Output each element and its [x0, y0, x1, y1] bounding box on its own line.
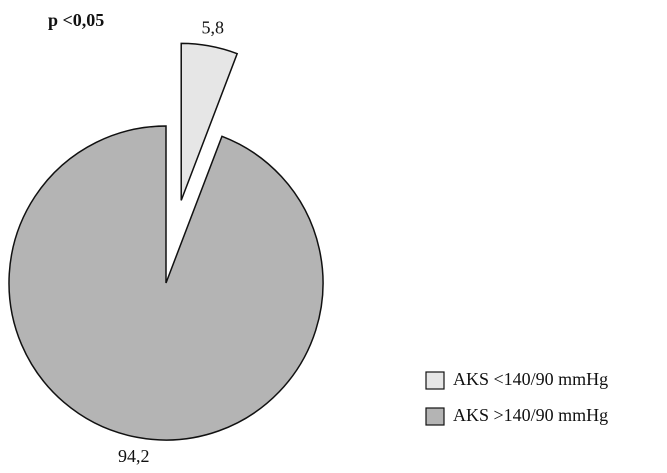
value-label: 5,8: [202, 17, 225, 37]
legend-swatch: [425, 371, 445, 390]
value-label: 94,2: [118, 446, 150, 466]
annotation: p <0,05: [48, 10, 104, 30]
pie-slice: [8, 125, 324, 441]
legend-swatch: [425, 407, 445, 426]
legend-label: AKS >140/90 mmHg: [453, 405, 608, 425]
pie-slice: [180, 42, 239, 201]
legend-label: AKS <140/90 mmHg: [453, 369, 608, 389]
